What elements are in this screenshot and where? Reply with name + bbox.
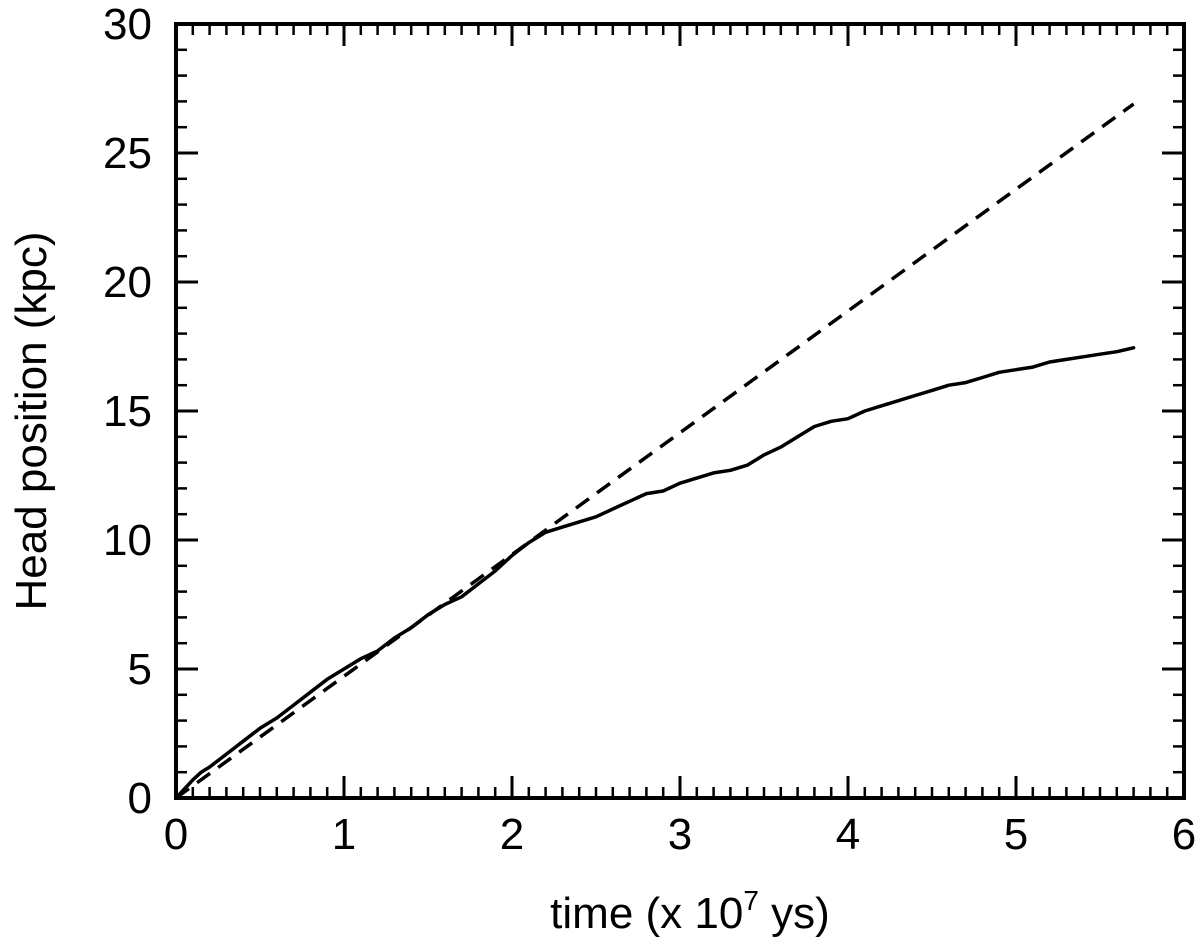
x-tick-label: 5 — [1004, 810, 1028, 859]
x-tick-label: 1 — [332, 810, 356, 859]
y-tick-label: 0 — [128, 774, 152, 823]
series-layer — [174, 102, 1136, 800]
y-tick-label: 10 — [103, 516, 152, 565]
x-tick-label: 0 — [164, 810, 188, 859]
dashed-series-line — [174, 102, 1135, 800]
x-tick-label: 6 — [1172, 810, 1196, 859]
solid-series-line — [174, 346, 1136, 800]
plot-frame — [174, 22, 1186, 800]
x-axis-title-suffix: ys) — [759, 889, 830, 938]
x-tick-label: 2 — [500, 810, 524, 859]
x-tick-label: 4 — [836, 810, 860, 859]
x-axis-title-superscript: 7 — [743, 885, 759, 916]
y-tick-label: 20 — [103, 258, 152, 307]
x-axis-title-main: time (x 10 — [550, 889, 743, 938]
y-tick-label: 30 — [103, 0, 152, 49]
x-tick-label: 3 — [668, 810, 692, 859]
minor-ticks — [176, 24, 1184, 798]
y-tick-label: 5 — [128, 645, 152, 694]
x-axis-title: time (x 107 ys) — [550, 885, 830, 938]
y-tick-label: 15 — [103, 387, 152, 436]
y-axis-title: Head position (kpc) — [7, 231, 56, 610]
major-ticks — [176, 24, 1184, 798]
x-tick-labels: 0 1 2 3 4 5 6 — [164, 810, 1196, 859]
y-tick-label: 25 — [103, 129, 152, 178]
y-tick-labels: 0 5 10 15 20 25 30 — [103, 0, 152, 823]
